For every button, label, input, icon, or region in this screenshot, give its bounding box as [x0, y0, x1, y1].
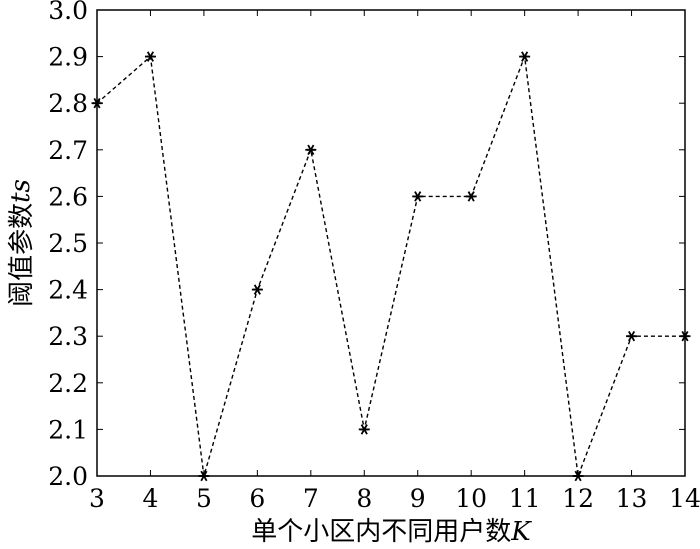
x-tick-label: 11	[509, 484, 541, 513]
x-axis-label: 单个小区内不同用户数K	[251, 517, 532, 547]
data-point	[679, 330, 691, 342]
x-axis-label-text: 单个小区内不同用户数	[251, 517, 511, 547]
y-tick-label: 2.5	[48, 229, 88, 258]
data-point	[519, 51, 531, 62]
x-tick-label: 4	[143, 484, 159, 513]
x-tick-label: 13	[616, 484, 648, 513]
y-tick-label: 2.3	[48, 322, 88, 351]
x-tick-label: 10	[455, 484, 487, 513]
x-ticks: 3 4 5 6 7 8 9 10 11 12 13 14	[89, 10, 700, 513]
data-point	[198, 470, 210, 482]
data-point	[251, 284, 263, 295]
y-tick-label: 2.2	[48, 369, 88, 398]
y-tick-label: 2.0	[48, 462, 88, 491]
y-tick-label: 2.4	[48, 276, 88, 305]
x-tick-label: 7	[303, 484, 319, 513]
y-axis-label: 阈值参数ts	[6, 179, 37, 307]
data-point	[412, 191, 424, 202]
x-tick-label: 9	[410, 484, 426, 513]
x-axis-label-var: K	[510, 517, 532, 547]
series-layer	[91, 51, 691, 482]
plot-frame	[96, 9, 686, 477]
data-point	[465, 191, 477, 202]
data-point	[144, 51, 156, 62]
data-point	[572, 470, 584, 482]
y-axis-label-text: 阈值参数	[7, 203, 37, 307]
y-tick-label: 2.6	[48, 182, 88, 211]
y-tick-label: 2.7	[48, 136, 88, 165]
x-tick-label: 5	[196, 484, 212, 513]
y-ticks: 2.0 2.1 2.2 2.3 2.4 2.5 2.6 2.7 2.8 2.9 3.0	[48, 0, 685, 491]
x-tick-label: 8	[356, 484, 372, 513]
x-tick-label: 12	[562, 484, 594, 513]
y-tick-label: 3.0	[48, 0, 88, 25]
x-tick-label: 6	[249, 484, 265, 513]
data-point	[358, 424, 370, 435]
y-tick-label: 2.9	[48, 43, 88, 72]
x-tick-label: 3	[89, 484, 105, 513]
data-point	[305, 144, 317, 156]
y-axis-label-var: ts	[6, 179, 36, 203]
y-tick-label: 2.1	[48, 415, 88, 444]
data-point	[91, 97, 103, 109]
x-tick-label: 14	[669, 484, 700, 513]
data-point	[626, 330, 638, 342]
y-tick-label: 2.8	[48, 89, 88, 118]
series-line	[96, 55, 685, 477]
